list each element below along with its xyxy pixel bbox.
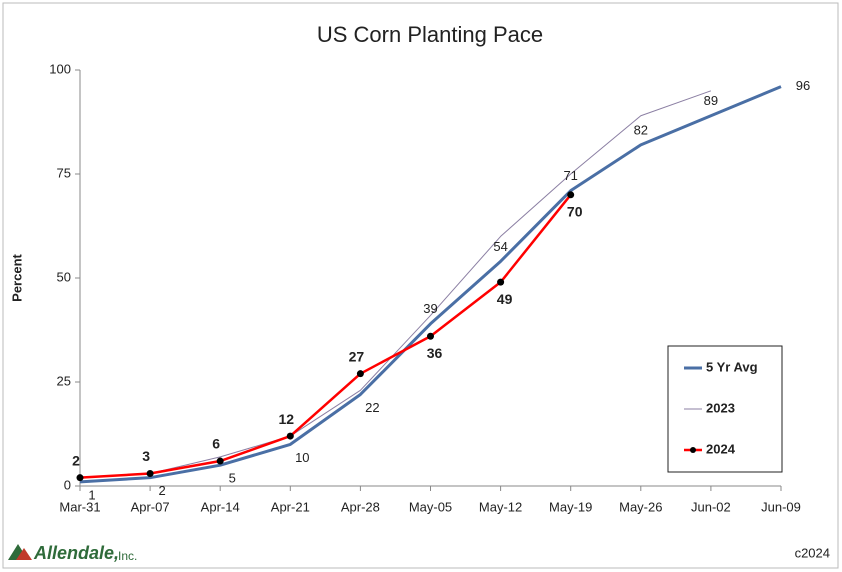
x-tick-label: Jun-02 <box>691 499 731 514</box>
data-label: 71 <box>563 168 577 183</box>
point-marker <box>76 474 84 482</box>
y-tick-label: 75 <box>57 165 71 180</box>
x-tick-label: Mar-31 <box>59 499 100 514</box>
copyright: c2024 <box>795 545 830 560</box>
data-label: 22 <box>365 400 379 415</box>
x-tick-label: Apr-21 <box>271 499 310 514</box>
data-label: 2 <box>72 452 80 468</box>
data-label: 89 <box>704 93 718 108</box>
logo-icon <box>16 548 32 560</box>
data-label: 96 <box>796 78 810 93</box>
point-marker <box>567 191 575 199</box>
x-tick-label: May-19 <box>549 499 592 514</box>
data-label: 2 <box>158 483 165 498</box>
x-tick-label: Apr-14 <box>201 499 240 514</box>
x-tick-label: May-05 <box>409 499 452 514</box>
legend-marker <box>690 447 696 453</box>
x-tick-label: Apr-07 <box>131 499 170 514</box>
data-label: 10 <box>295 450 309 465</box>
data-label: 39 <box>423 301 437 316</box>
y-tick-label: 0 <box>64 477 71 492</box>
series-line <box>79 90 712 479</box>
y-tick-label: 100 <box>49 61 71 76</box>
y-axis-label: Percent <box>9 253 24 301</box>
y-tick-label: 25 <box>57 373 71 388</box>
x-tick-label: May-26 <box>619 499 662 514</box>
series-line <box>79 194 572 479</box>
x-tick-label: Jun-09 <box>761 499 801 514</box>
logo-suffix: Inc. <box>118 549 137 563</box>
data-label: 1 <box>88 487 95 502</box>
data-label: 82 <box>634 122 648 137</box>
chart-title: US Corn Planting Pace <box>317 22 543 47</box>
x-tick-label: Apr-28 <box>341 499 380 514</box>
data-label: 54 <box>493 239 507 254</box>
data-label: 49 <box>497 291 513 307</box>
legend-label: 5 Yr Avg <box>706 359 758 374</box>
logo-name: Allendale, <box>33 543 119 563</box>
point-marker <box>216 457 224 465</box>
point-marker <box>286 432 294 440</box>
x-tick-label: May-12 <box>479 499 522 514</box>
point-marker <box>146 470 154 478</box>
data-label: 5 <box>229 471 236 486</box>
data-label: 27 <box>349 348 365 364</box>
data-label: 3 <box>142 448 150 464</box>
y-tick-label: 50 <box>57 269 71 284</box>
point-marker <box>356 370 364 378</box>
series-line <box>79 85 782 484</box>
point-marker <box>497 278 505 286</box>
legend-label: 2024 <box>706 441 736 456</box>
legend-label: 2023 <box>706 400 735 415</box>
data-label: 6 <box>212 436 220 452</box>
data-label: 70 <box>567 204 583 220</box>
data-label: 12 <box>279 411 295 427</box>
data-label: 36 <box>427 345 443 361</box>
point-marker <box>427 332 434 340</box>
